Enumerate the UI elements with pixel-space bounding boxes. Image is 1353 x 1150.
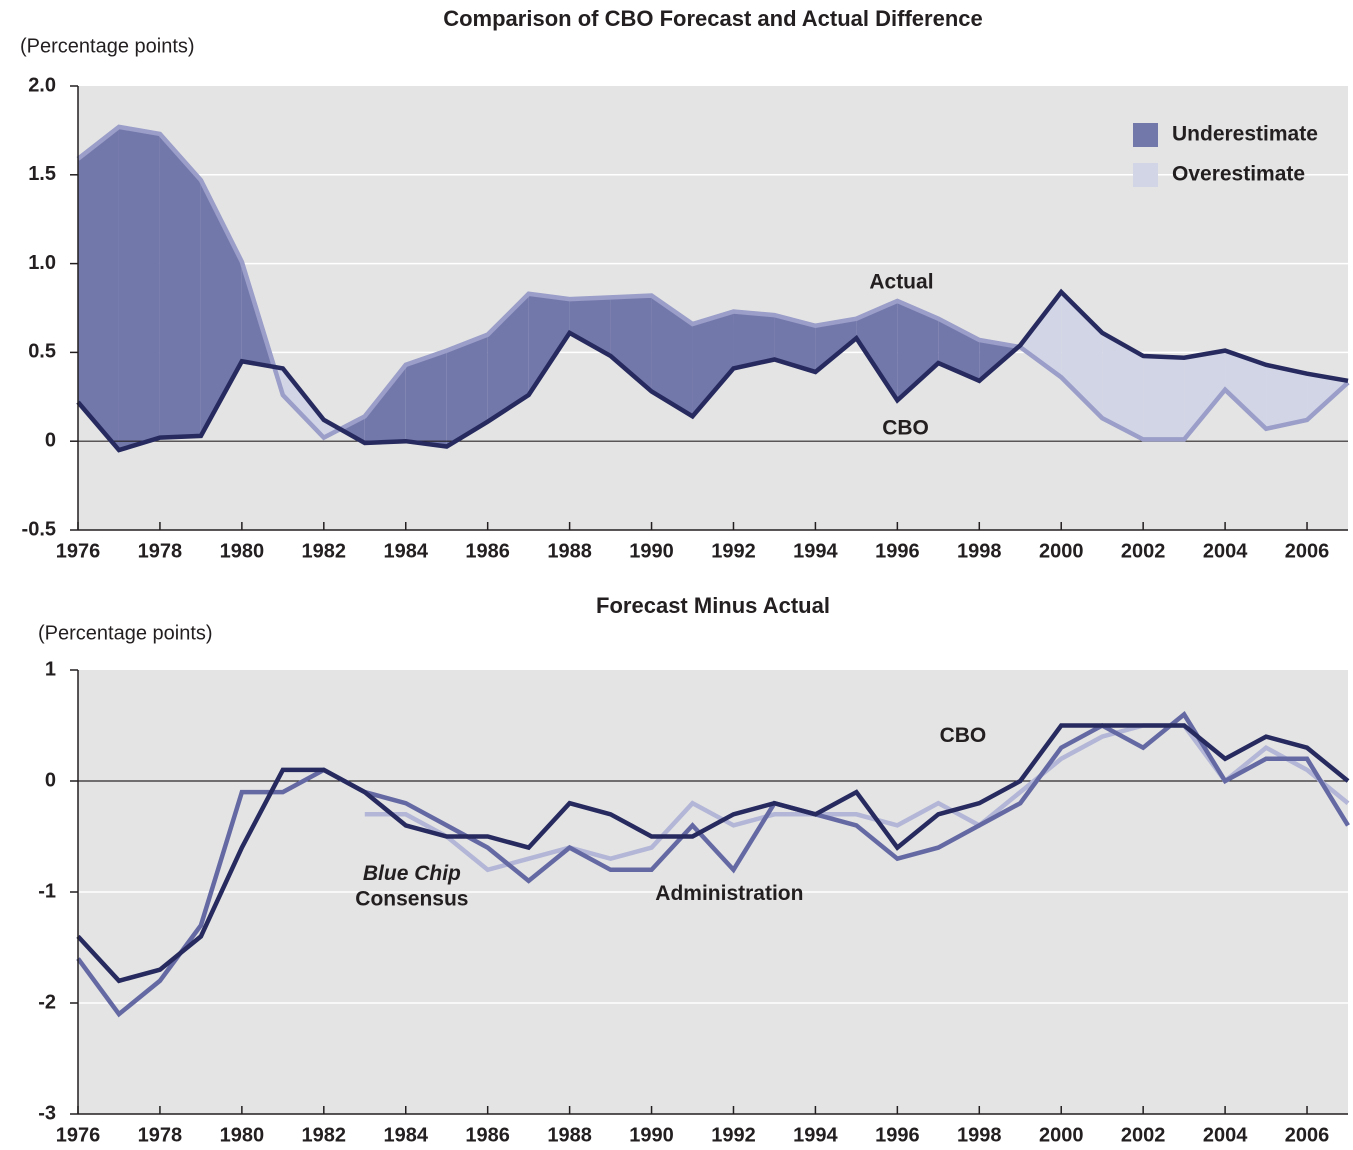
area-fill — [1102, 332, 1144, 440]
plot-area — [78, 86, 1348, 530]
area-fill — [528, 293, 570, 396]
area-fill — [733, 311, 775, 369]
area-fill — [692, 311, 734, 417]
series-label: CBO — [882, 416, 929, 439]
x-tick-label: 2002 — [1121, 1124, 1166, 1146]
area-fill — [118, 126, 160, 451]
y-axis-label: (Percentage points) — [20, 35, 195, 57]
area-fill — [1184, 350, 1226, 440]
y-tick-label: -3 — [38, 1102, 56, 1124]
x-tick-label: 1994 — [793, 540, 838, 562]
x-tick-label: 2000 — [1039, 540, 1084, 562]
y-tick-label: -0.5 — [22, 518, 56, 540]
annotation: Blue Chip — [363, 862, 461, 885]
x-tick-label: 1998 — [957, 1124, 1002, 1146]
x-tick-label: 2002 — [1121, 540, 1166, 562]
chart-title: Comparison of CBO Forecast and Actual Di… — [443, 6, 983, 31]
x-tick-label: 1982 — [302, 540, 347, 562]
series-label: CBO — [940, 724, 987, 747]
y-tick-label: 0.5 — [28, 341, 56, 363]
x-tick-label: 2006 — [1285, 540, 1330, 562]
x-tick-label: 2006 — [1285, 1124, 1330, 1146]
x-tick-label: 2004 — [1203, 1124, 1248, 1146]
area-fill — [405, 350, 447, 447]
area-fill — [340, 416, 365, 443]
x-tick-label: 1996 — [875, 1124, 920, 1146]
chart-title: Forecast Minus Actual — [596, 593, 830, 618]
x-tick-label: 1986 — [465, 1124, 510, 1146]
x-tick-label: 2000 — [1039, 1124, 1084, 1146]
series-line — [76, 711, 1350, 1018]
y-tick-label: 1 — [45, 658, 56, 680]
area-fill — [1266, 364, 1308, 429]
x-tick-label: 1978 — [138, 1124, 183, 1146]
x-tick-label: 1986 — [465, 540, 510, 562]
y-tick-label: -1 — [38, 880, 56, 902]
area-fill — [774, 315, 816, 372]
x-tick-label: 1984 — [383, 540, 428, 562]
x-tick-label: 1988 — [547, 540, 592, 562]
legend-swatch — [1133, 123, 1158, 147]
series-line — [76, 723, 1350, 984]
x-tick-label: 1990 — [629, 540, 674, 562]
y-tick-label: 1.5 — [28, 163, 56, 185]
x-tick-label: 1984 — [383, 1124, 428, 1146]
area-fill — [1020, 292, 1062, 378]
series-line — [76, 288, 1349, 453]
x-tick-label: 1996 — [875, 540, 920, 562]
x-tick-label: 1990 — [629, 1124, 674, 1146]
area-fill — [1143, 355, 1185, 440]
x-tick-label: 1998 — [957, 540, 1002, 562]
series-label: Administration — [655, 882, 803, 905]
area-fill — [815, 318, 857, 372]
x-tick-label: 1988 — [547, 1124, 592, 1146]
x-tick-label: 1976 — [56, 540, 101, 562]
y-tick-label: -2 — [38, 991, 56, 1013]
y-tick-label: 1.0 — [28, 252, 56, 274]
x-tick-label: 1978 — [138, 540, 183, 562]
y-tick-label: 0 — [45, 429, 56, 451]
area-fill — [856, 300, 898, 401]
series-label: Actual — [869, 271, 933, 294]
area-fill — [610, 295, 652, 392]
x-tick-label: 1976 — [56, 1124, 101, 1146]
y-axis-label: (Percentage points) — [38, 622, 213, 644]
area-fill — [159, 133, 201, 438]
area-fill — [897, 300, 939, 401]
x-tick-label: 1980 — [220, 1124, 265, 1146]
y-tick-label: 0 — [45, 769, 56, 791]
annotation: Consensus — [355, 887, 468, 910]
legend-swatch — [1133, 163, 1158, 187]
x-tick-label: 1980 — [220, 540, 265, 562]
x-tick-label: 1982 — [302, 1124, 347, 1146]
x-tick-label: 1992 — [711, 540, 756, 562]
area-fill — [1225, 350, 1267, 429]
area-fill — [282, 368, 324, 438]
area-fill — [446, 334, 488, 447]
series-line — [76, 124, 1350, 442]
area-fill — [364, 364, 406, 443]
legend-label: Overestimate — [1172, 163, 1305, 186]
legend-label: Underestimate — [1172, 123, 1318, 146]
x-tick-label: 1992 — [711, 1124, 756, 1146]
area-fill — [651, 295, 693, 417]
x-tick-label: 1994 — [793, 1124, 838, 1146]
x-tick-label: 2004 — [1203, 540, 1248, 562]
area-fill — [78, 126, 119, 451]
y-tick-label: 2.0 — [28, 74, 56, 96]
area-fill — [569, 297, 611, 356]
